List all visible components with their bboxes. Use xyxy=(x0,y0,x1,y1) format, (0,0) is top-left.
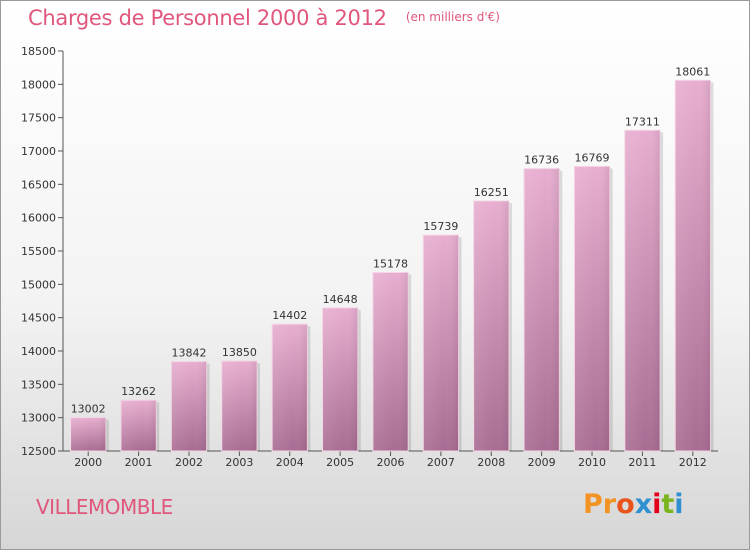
data-label: 16769 xyxy=(575,151,610,164)
bar-highlight xyxy=(322,307,358,451)
data-label: 13002 xyxy=(71,403,106,416)
y-tick-label: 13000 xyxy=(21,412,56,425)
y-tick-label: 14000 xyxy=(21,345,56,358)
logo-letter: x xyxy=(634,489,653,520)
y-tick-label: 17000 xyxy=(21,145,56,158)
y-tick-label: 14500 xyxy=(21,312,56,325)
logo-letter: t xyxy=(661,489,675,520)
logo-letter: r xyxy=(602,489,617,520)
chart-title: Charges de Personnel 2000 à 2012 xyxy=(28,6,387,30)
data-label: 18061 xyxy=(675,65,710,78)
logo-letter: i xyxy=(674,489,684,520)
y-tick-label: 15000 xyxy=(21,278,56,291)
x-tick-label: 2004 xyxy=(276,456,304,469)
x-tick-label: 2000 xyxy=(74,456,102,469)
data-label: 16736 xyxy=(524,154,559,167)
y-tick-label: 16500 xyxy=(21,178,56,191)
y-tick-label: 16000 xyxy=(21,212,56,225)
data-label: 13842 xyxy=(171,347,206,360)
bar-highlight xyxy=(574,166,610,451)
bar-highlight xyxy=(171,361,207,451)
x-tick-label: 2010 xyxy=(578,456,606,469)
proxiti-logo[interactable]: Proxiti xyxy=(583,489,684,520)
logo-letter: i xyxy=(652,489,662,520)
logo-letter: P xyxy=(583,489,603,520)
bar-highlight xyxy=(524,168,560,451)
x-tick-label: 2008 xyxy=(477,456,505,469)
city-name: VILLEMOMBLE xyxy=(36,495,173,519)
y-tick-label: 18000 xyxy=(21,78,56,91)
bar-highlight xyxy=(120,400,157,451)
x-tick-label: 2002 xyxy=(175,456,203,469)
chart-subtitle: (en milliers d'€) xyxy=(405,10,500,24)
data-label: 17311 xyxy=(625,115,660,128)
x-tick-label: 2006 xyxy=(377,456,405,469)
y-tick-label: 12500 xyxy=(21,445,56,458)
bar-highlight xyxy=(372,272,409,451)
bar-highlight xyxy=(423,235,459,451)
data-label: 14648 xyxy=(323,293,358,306)
logo-letter: o xyxy=(616,489,635,520)
y-tick-label: 17500 xyxy=(21,112,56,125)
data-labels: 13002 13262 13842 13850 14402 14648 15178 15739… xyxy=(71,65,711,415)
data-label: 15739 xyxy=(423,220,458,233)
bars xyxy=(70,79,714,452)
y-tick-label: 18500 xyxy=(21,45,56,58)
x-tick-label: 2009 xyxy=(528,456,556,469)
x-tick-label: 2001 xyxy=(125,456,153,469)
y-tick-label: 15500 xyxy=(21,245,56,258)
x-tick-label: 2012 xyxy=(679,456,707,469)
bar-highlight xyxy=(221,361,257,451)
data-label: 13262 xyxy=(121,385,156,398)
y-tick-label: 13500 xyxy=(21,378,56,391)
data-label: 15178 xyxy=(373,257,408,270)
x-tick-label: 2007 xyxy=(427,456,455,469)
x-tick-label: 2003 xyxy=(225,456,253,469)
axes: 12500 13000 13500 14000 14500 15000 15500 16000… xyxy=(21,45,718,469)
bar-highlight xyxy=(473,200,509,451)
bar-highlight xyxy=(272,324,308,451)
bar-highlight xyxy=(624,130,661,451)
data-label: 13850 xyxy=(222,346,257,359)
data-label: 14402 xyxy=(272,309,307,322)
x-tick-label: 2005 xyxy=(326,456,354,469)
title-row: Charges de Personnel 2000 à 2012 (en mil… xyxy=(28,6,500,30)
x-tick-label: 2011 xyxy=(628,456,656,469)
data-label: 16251 xyxy=(474,186,509,199)
bar-highlight xyxy=(70,417,106,451)
bar-highlight xyxy=(675,80,711,452)
